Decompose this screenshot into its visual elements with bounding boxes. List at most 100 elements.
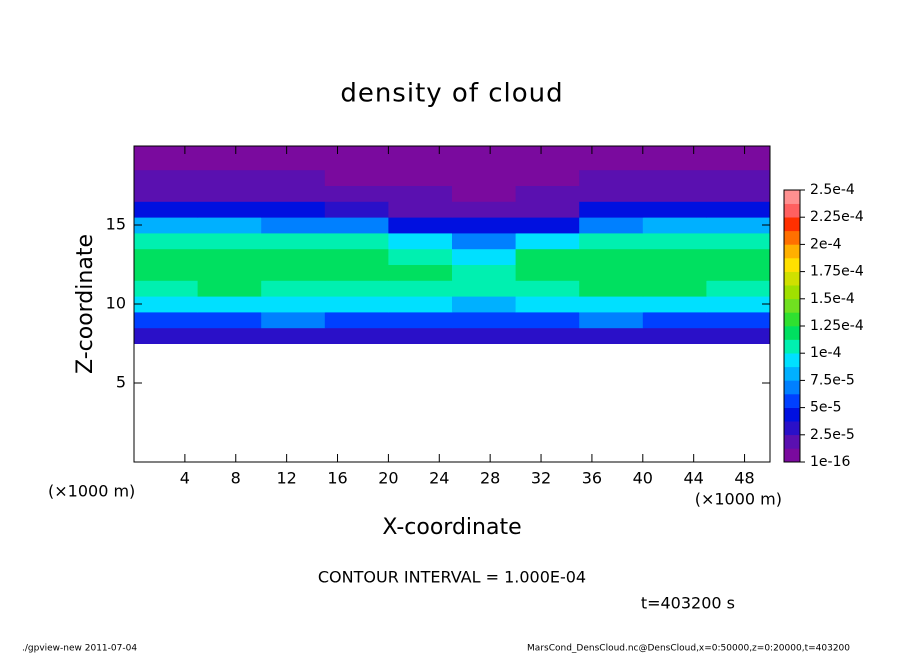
heatmap-cell xyxy=(706,201,770,218)
colorbar-tick-label: 1e-16 xyxy=(810,454,850,470)
heatmap-cell xyxy=(134,169,199,186)
heatmap-cell xyxy=(197,217,262,234)
colorbar-swatch xyxy=(784,298,800,313)
heatmap-cell xyxy=(197,153,262,171)
heatmap-cell xyxy=(134,248,199,265)
heatmap-cell xyxy=(642,217,707,234)
heatmap-cell xyxy=(579,327,644,344)
heatmap-cell xyxy=(261,296,326,313)
colorbar-swatch xyxy=(784,448,800,463)
y-axis-title: Z-coordinate xyxy=(73,234,98,374)
heatmap-cell xyxy=(706,217,770,234)
heatmap-cell xyxy=(388,280,453,297)
heatmap-cell xyxy=(706,232,770,250)
annotation: CONTOUR INTERVAL = 1.000E-04 xyxy=(318,568,586,587)
x-tick-label: 40 xyxy=(633,469,653,488)
heatmap-cell xyxy=(324,153,389,171)
heatmap-cell xyxy=(515,153,580,171)
heatmap-cell xyxy=(706,296,770,313)
heatmap-cell xyxy=(324,185,389,202)
heatmap-cell xyxy=(197,311,262,329)
heatmap-cell xyxy=(388,169,453,186)
heatmap-cell xyxy=(706,264,770,281)
heatmap-cell xyxy=(452,327,517,344)
x-unit: (×1000 m) xyxy=(48,482,135,501)
colorbar-tick-label: 2.5e-4 xyxy=(810,182,855,198)
heatmap-cell xyxy=(388,248,453,265)
heatmap-cell xyxy=(706,311,770,329)
annotation: ./gpview-new 2011-07-04 xyxy=(22,644,137,654)
heatmap-cell xyxy=(452,296,517,313)
colorbar-tick-label: 7.5e-5 xyxy=(810,372,855,388)
heatmap-cell xyxy=(642,201,707,218)
x-tick-label: 36 xyxy=(582,469,602,488)
heatmap-cell xyxy=(706,169,770,186)
colorbar-swatch xyxy=(784,339,800,354)
heatmap-cell xyxy=(452,146,517,155)
heatmap-cell xyxy=(324,327,389,344)
heatmap-cell xyxy=(515,311,580,329)
heatmap-cell xyxy=(515,232,580,250)
heatmap-cell xyxy=(324,264,389,281)
heatmap-cell xyxy=(642,264,707,281)
colorbar-tick-label: 2.25e-4 xyxy=(810,209,864,225)
heatmap-cell xyxy=(324,232,389,250)
heatmap-cell xyxy=(134,327,199,344)
heatmap-cell xyxy=(579,296,644,313)
heatmap-cell xyxy=(388,327,453,344)
heatmap-cell xyxy=(642,248,707,265)
colorbar-swatch xyxy=(784,190,800,204)
heatmap-cell xyxy=(197,146,262,155)
heatmap-cell xyxy=(197,296,262,313)
heatmap-cell xyxy=(261,232,326,250)
heatmap-cell xyxy=(452,311,517,329)
heatmap-cell xyxy=(134,280,199,297)
heatmap-cell xyxy=(261,264,326,281)
x-tick-label: 20 xyxy=(378,469,398,488)
heatmap-cell xyxy=(452,169,517,186)
colorbar-tick-label: 5e-5 xyxy=(810,400,841,416)
heatmap-cell xyxy=(706,146,770,155)
heatmap-cell xyxy=(515,217,580,234)
heatmap-cell xyxy=(515,201,580,218)
x-tick-label: 28 xyxy=(480,469,500,488)
heatmap-cell xyxy=(515,146,580,155)
heatmap-cell xyxy=(642,185,707,202)
heatmap-cell xyxy=(515,248,580,265)
heatmap-cell xyxy=(388,153,453,171)
heatmap-cell xyxy=(706,153,770,171)
x-unit: (×1000 m) xyxy=(695,490,782,509)
x-tick-label: 48 xyxy=(734,469,754,488)
heatmap-cell xyxy=(197,169,262,186)
heatmap-cell xyxy=(324,280,389,297)
colorbar-swatch xyxy=(784,434,800,449)
heatmap-cell xyxy=(134,146,199,155)
heatmap-cell xyxy=(134,264,199,281)
heatmap-cell xyxy=(324,248,389,265)
colorbar-swatch xyxy=(784,394,800,408)
colorbar-swatch xyxy=(784,285,800,300)
colorbar-swatch xyxy=(784,271,800,286)
colorbar-swatch xyxy=(784,203,800,218)
heatmap-cell xyxy=(197,232,262,250)
heatmap-cell xyxy=(197,280,262,297)
heatmap-cell xyxy=(324,311,389,329)
heatmap-cell xyxy=(515,264,580,281)
colorbar-tick-label: 1.5e-4 xyxy=(810,291,855,307)
colorbar-tick-label: 2.5e-5 xyxy=(810,427,855,443)
colorbar-swatch xyxy=(784,217,800,232)
colorbar-swatch xyxy=(784,326,800,340)
heatmap-cell xyxy=(642,280,707,297)
x-tick-label: 44 xyxy=(684,469,704,488)
heatmap-cell xyxy=(324,296,389,313)
heatmap-cell xyxy=(261,217,326,234)
heatmap-cell xyxy=(642,232,707,250)
heatmap-cell xyxy=(452,217,517,234)
heatmap-cell xyxy=(388,146,453,155)
colorbar-swatch xyxy=(784,244,800,259)
annotation: t=403200 s xyxy=(641,594,735,613)
heatmap-cell xyxy=(515,169,580,186)
annotation: MarsCond_DensCloud.nc@DensCloud,x=0:5000… xyxy=(527,644,850,654)
heatmap-cell xyxy=(706,248,770,265)
